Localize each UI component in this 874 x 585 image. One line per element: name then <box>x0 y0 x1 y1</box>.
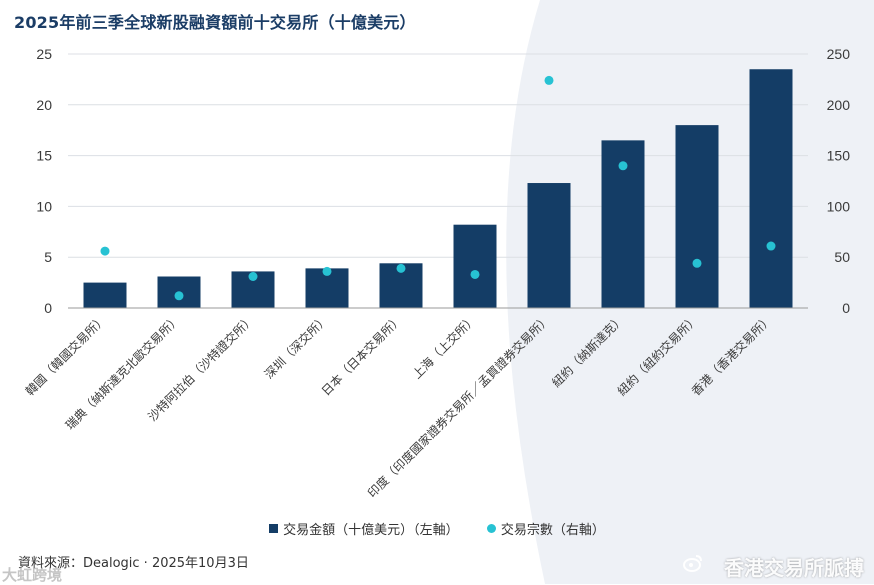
left-tick-label: 0 <box>44 300 52 316</box>
x-tick-label: 香港（香港交易所） <box>688 312 775 399</box>
legend-dot-swatch <box>486 524 496 533</box>
dot-point <box>618 161 628 171</box>
x-tick-label: 日本（日本交易所） <box>318 312 405 399</box>
legend-bar-swatch <box>269 524 279 533</box>
dot-point <box>100 246 110 256</box>
x-axis-labels: 韓國（韓國交易所）瑞典（納斯達克北歐交易所）沙特阿拉伯（沙特證交所） 深圳（深交所… <box>22 312 775 501</box>
right-tick-label: 100 <box>827 198 851 214</box>
watermark-right: 香港交易所脈搏 <box>724 556 864 580</box>
dot-point <box>174 291 184 301</box>
x-tick-label: 瑞典（納斯達克北歐交易所） <box>62 312 183 433</box>
legend-item-amount: 交易金額（十億美元）（左軸） <box>269 519 459 538</box>
dot-point <box>766 241 776 251</box>
x-tick-label: 韓國（韓國交易所） <box>22 312 109 399</box>
dot-point <box>470 269 480 279</box>
watermark-left: 大虹跨境 <box>2 566 63 584</box>
right-tick-label: 0 <box>842 300 850 316</box>
x-tick-label: 紐約（紐約交易所） <box>614 312 701 399</box>
right-tick-label: 150 <box>827 148 851 164</box>
left-axis-ticks: 0 5 10 15 20 25 <box>36 46 52 316</box>
right-axis-ticks: 0 50 100 150 200 250 <box>827 46 851 316</box>
bar <box>749 69 793 309</box>
dot-series <box>100 75 776 301</box>
dot-point <box>544 75 554 85</box>
source-note: 資料來源：Dealogic · 2025年10月3日 <box>18 556 249 571</box>
bar <box>83 282 127 308</box>
dot-point <box>692 258 702 268</box>
legend-item-count: 交易宗數（右軸） <box>486 519 605 538</box>
x-tick-label: 紐約（納斯達克） <box>549 312 627 390</box>
legend: 交易金額（十億美元）（左軸） 交易宗數（右軸） <box>0 519 874 538</box>
left-tick-label: 10 <box>36 198 52 214</box>
chart-title: 2025年前三季全球新股融資額前十交易所（十億美元） <box>14 13 416 32</box>
bar <box>453 224 497 308</box>
dot-point <box>396 263 406 273</box>
left-tick-label: 20 <box>36 97 52 113</box>
right-tick-label: 200 <box>827 97 851 113</box>
right-tick-label: 50 <box>834 249 850 265</box>
bar <box>675 125 719 309</box>
dot-point <box>322 266 332 276</box>
left-tick-label: 25 <box>36 46 52 62</box>
x-tick-label: 深圳（深交所） <box>261 312 331 382</box>
left-tick-label: 15 <box>36 148 52 164</box>
dot-point <box>248 272 258 282</box>
right-tick-label: 250 <box>827 46 851 62</box>
bar <box>527 183 571 308</box>
legend-bar-label: 交易金額（十億美元）（左軸） <box>283 523 459 538</box>
legend-dot-label: 交易宗數（右軸） <box>500 523 605 538</box>
x-tick-label: 上海（上交所） <box>409 312 479 382</box>
left-tick-label: 5 <box>44 249 52 265</box>
weibo-icon <box>683 555 702 572</box>
